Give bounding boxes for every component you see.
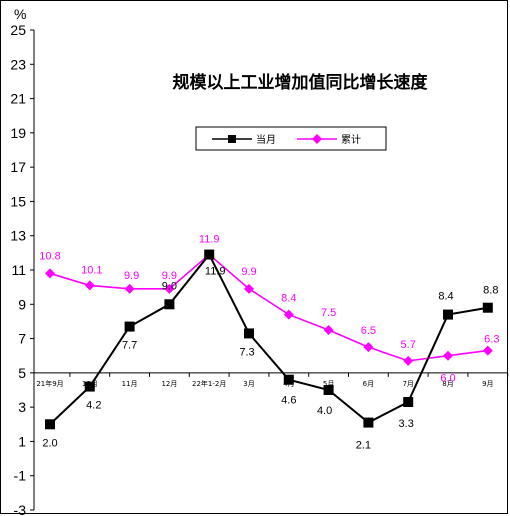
data-label-cumulative: 6.5 <box>361 325 376 337</box>
data-label-cumulative: 10.8 <box>39 250 60 262</box>
marker-monthly <box>363 417 374 428</box>
x-tick-label: 8月 <box>442 380 453 388</box>
marker-monthly <box>124 321 135 332</box>
data-label-cumulative: 10.1 <box>81 264 102 276</box>
x-tick-label: 21年9月 <box>36 379 63 388</box>
x-tick-label: 9月 <box>482 380 493 388</box>
y-tick-label: 5 <box>18 365 26 381</box>
data-label-monthly: 9.0 <box>162 280 177 292</box>
data-label-cumulative: 6.0 <box>440 373 455 385</box>
marker-monthly <box>244 328 254 339</box>
chart-title: 规模以上工业增加值同比增长速度 <box>173 72 429 93</box>
data-label-monthly: 8.4 <box>438 291 453 303</box>
legend: 当月 累计 <box>195 126 387 151</box>
marker-cumulative <box>363 342 374 353</box>
legend-label-monthly: 当月 <box>256 133 276 146</box>
data-label-monthly: 4.2 <box>86 400 101 412</box>
y-tick-label: 21 <box>10 91 26 107</box>
data-label-monthly: 8.8 <box>483 285 498 297</box>
marker-monthly <box>84 381 95 392</box>
marker-cumulative <box>283 309 294 320</box>
y-tick-label: -3 <box>14 502 27 516</box>
y-tick-label: 15 <box>10 193 26 209</box>
y-tick-label: 9 <box>18 296 26 312</box>
marker-cumulative <box>84 280 95 291</box>
x-tick-label: 6月 <box>363 380 374 388</box>
y-tick-label: 19 <box>10 125 26 141</box>
series-lines <box>49 252 488 426</box>
y-axis-unit: % <box>14 6 26 22</box>
marker-cumulative <box>482 345 493 356</box>
y-tick-label: 1 <box>18 433 26 449</box>
x-tick-label: 22年1-2月 <box>192 379 226 388</box>
series-line-monthly <box>49 252 488 426</box>
data-label-monthly: 2.0 <box>42 437 57 449</box>
marker-monthly <box>323 385 334 395</box>
x-tick-label: 11月 <box>122 380 138 388</box>
data-label-cumulative: 6.3 <box>484 334 499 346</box>
data-label-monthly: 3.3 <box>399 418 414 430</box>
legend-box <box>195 126 387 151</box>
marker-monthly <box>283 374 294 385</box>
y-tick-label: 17 <box>10 159 26 175</box>
legend-marker-monthly <box>228 135 236 143</box>
data-label-monthly: 11.9 <box>205 266 226 278</box>
y-tick-label: 11 <box>11 262 26 278</box>
marker-cumulative <box>45 268 55 279</box>
y-tick-label: 13 <box>10 228 26 244</box>
marker-monthly <box>443 309 453 320</box>
series-markers <box>45 249 493 430</box>
x-tick-label: 7月 <box>402 380 413 388</box>
y-tick-label: -1 <box>14 468 27 484</box>
data-label-cumulative: 9.9 <box>241 266 256 278</box>
data-label-monthly: 2.1 <box>356 440 371 452</box>
y-tick-label: 7 <box>18 331 26 347</box>
data-label-cumulative: 11.9 <box>199 234 220 246</box>
data-label-cumulative: 8.4 <box>281 293 296 305</box>
marker-cumulative <box>323 325 334 335</box>
x-tick-label: 3月 <box>243 380 254 388</box>
y-tick-label: 23 <box>10 56 26 72</box>
x-tick-label: 5月 <box>323 380 334 388</box>
legend-label-cumulative: 累计 <box>341 133 361 146</box>
legend-marker-cumulative <box>312 134 322 144</box>
marker-monthly <box>45 419 55 430</box>
marker-monthly <box>482 302 493 313</box>
marker-cumulative <box>443 350 453 361</box>
y-tick-label: 3 <box>18 399 26 415</box>
data-label-cumulative: 5.7 <box>401 339 416 351</box>
data-label-cumulative: 9.9 <box>162 270 177 282</box>
data-label-cumulative: 9.9 <box>124 270 139 282</box>
data-label-monthly: 7.7 <box>122 340 137 352</box>
x-tick-label: 12月 <box>161 380 177 388</box>
data-label-monthly: 4.6 <box>281 395 296 407</box>
marker-monthly <box>403 397 414 407</box>
marker-cumulative <box>403 355 414 366</box>
marker-cumulative <box>164 283 175 294</box>
data-label-monthly: 4.0 <box>317 405 332 417</box>
series-line-cumulative <box>49 253 488 362</box>
data-labels: 2.0 4.2 7.7 9.0 11.9 7.3 4.6 4.0 2.1 3.3 8.4 8.8 10.… <box>39 234 499 452</box>
marker-cumulative <box>244 283 254 294</box>
data-label-cumulative: 7.5 <box>321 307 336 319</box>
marker-monthly <box>164 299 175 310</box>
marker-monthly <box>204 249 215 260</box>
data-label-monthly: 7.3 <box>239 346 254 358</box>
marker-cumulative <box>124 283 135 294</box>
axes: -3-113579111315171921232521年9月10月11月12月2… <box>10 22 509 516</box>
y-tick-label: 25 <box>10 22 26 38</box>
